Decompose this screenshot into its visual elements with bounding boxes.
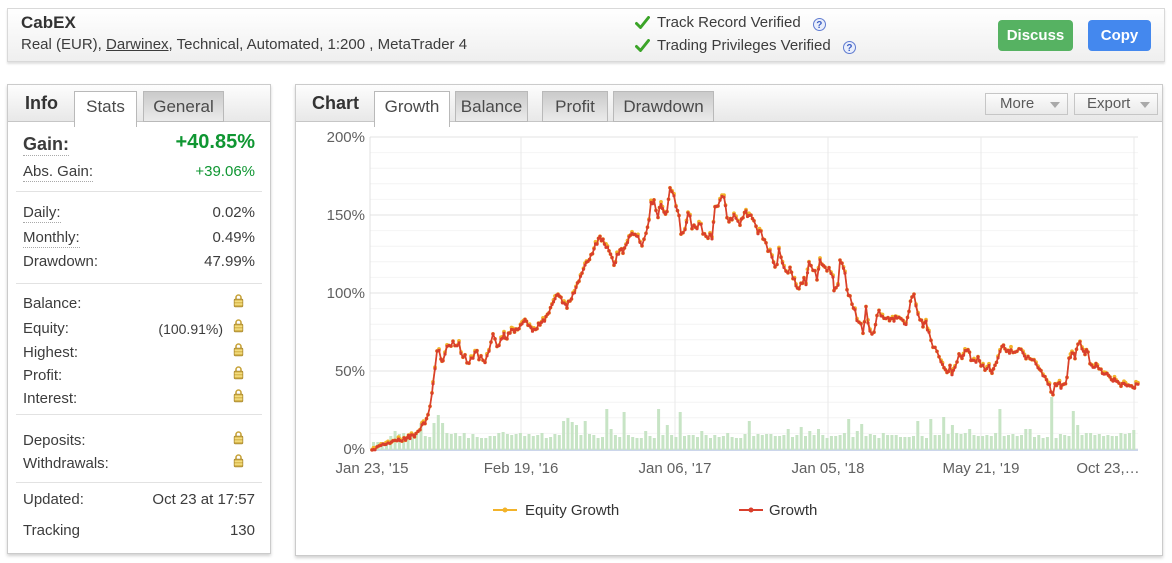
svg-text:0%: 0%: [343, 441, 365, 458]
svg-text:200%: 200%: [327, 129, 365, 146]
svg-text:50%: 50%: [335, 363, 365, 380]
svg-text:Growth: Growth: [769, 502, 817, 519]
svg-text:100%: 100%: [327, 285, 365, 302]
svg-text:150%: 150%: [327, 207, 365, 224]
svg-text:Feb 19, '16: Feb 19, '16: [484, 460, 559, 477]
svg-text:Oct 23,…: Oct 23,…: [1076, 460, 1139, 477]
svg-text:Equity Growth: Equity Growth: [525, 502, 619, 519]
svg-text:May 21, '19: May 21, '19: [942, 460, 1019, 477]
svg-text:Jan 23, '15: Jan 23, '15: [336, 460, 409, 477]
svg-text:Jan 05, '18: Jan 05, '18: [792, 460, 865, 477]
svg-text:Jan 06, '17: Jan 06, '17: [639, 460, 712, 477]
